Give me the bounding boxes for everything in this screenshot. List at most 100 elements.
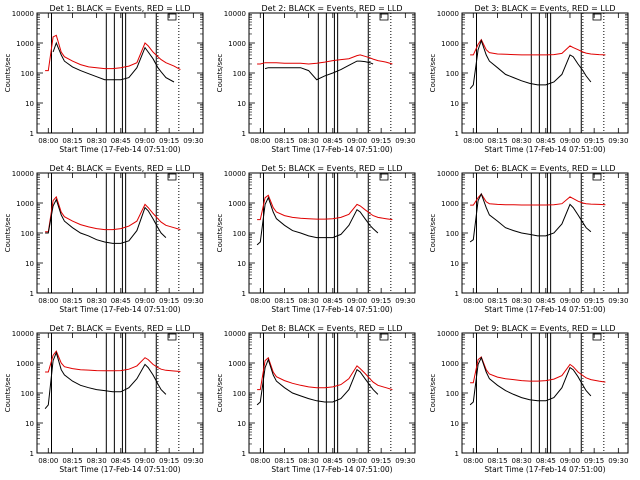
x-tick-label: 08:15	[487, 297, 507, 305]
y-tick-label: 10	[450, 260, 459, 268]
x-tick-label: 08:30	[512, 457, 532, 465]
x-tick-label: 08:15	[62, 457, 82, 465]
plot-frame	[36, 12, 204, 134]
y-tick-label: 10	[237, 420, 246, 428]
x-tick-label: 09:30	[395, 457, 415, 465]
plot-frame	[36, 172, 204, 294]
y-axis-label: Counts/sec	[4, 54, 12, 93]
y-axis-label: Counts/sec	[429, 54, 437, 93]
x-tick-label: 08:30	[299, 297, 319, 305]
y-tick-label: 10000	[224, 10, 246, 18]
x-tick-label: 08:00	[38, 457, 58, 465]
y-tick-label: 1	[30, 450, 34, 458]
x-tick-label: 09:30	[183, 297, 203, 305]
x-axis-label: Start Time (17-Feb-14 07:51:00)	[271, 145, 392, 154]
x-axis-label: Start Time (17-Feb-14 07:51:00)	[59, 305, 180, 314]
x-tick-label: 09:00	[135, 137, 155, 145]
legend-box	[379, 173, 389, 181]
y-tick-label: 10	[450, 100, 459, 108]
x-tick-label: 08:30	[87, 137, 107, 145]
x-tick-label: 09:15	[371, 297, 391, 305]
x-tick-label: 09:00	[135, 297, 155, 305]
series-line-black	[45, 198, 167, 244]
x-tick-label: 09:15	[159, 137, 179, 145]
y-tick-label: 1	[455, 130, 459, 138]
x-tick-label: 08:30	[87, 297, 107, 305]
y-tick-label: 10000	[12, 10, 34, 18]
chart-panel-4: 1 10 100 1000 10000 08:00 08:15 08:30 08:45 09:00…	[4, 164, 204, 314]
chart-panel-2: 1 10 100 1000 10000 08:00 08:15 08:30 08:45 09:00…	[216, 4, 416, 154]
x-tick-label: 08:15	[274, 457, 294, 465]
x-tick-label: 08:45	[323, 137, 343, 145]
y-tick-label: 100	[233, 230, 246, 238]
plot-frame	[461, 332, 629, 454]
legend-box	[592, 173, 602, 181]
y-tick-label: 10000	[12, 330, 34, 338]
x-axis-label: Start Time (17-Feb-14 07:51:00)	[59, 145, 180, 154]
x-tick-label: 08:15	[62, 297, 82, 305]
x-tick-label: 08:45	[323, 457, 343, 465]
x-tick-label: 09:30	[183, 137, 203, 145]
series-line-black	[469, 356, 592, 406]
x-tick-label: 08:45	[536, 297, 556, 305]
legend-box	[592, 333, 602, 341]
x-axis-label: Start Time (17-Feb-14 07:51:00)	[59, 465, 180, 474]
y-tick-label: 1000	[16, 360, 34, 368]
legend-box	[592, 13, 602, 21]
series-line-red	[257, 356, 393, 391]
x-tick-label: 08:45	[111, 457, 131, 465]
y-tick-label: 1000	[228, 200, 246, 208]
y-tick-label: 10	[237, 100, 246, 108]
x-tick-label: 09:30	[608, 297, 628, 305]
y-tick-label: 100	[233, 390, 246, 398]
x-tick-label: 09:15	[584, 457, 604, 465]
series-line-red	[470, 193, 606, 206]
y-tick-label: 10	[25, 420, 34, 428]
x-axis-label: Start Time (17-Feb-14 07:51:00)	[271, 465, 392, 474]
y-tick-label: 10	[25, 260, 34, 268]
x-tick-label: 09:15	[584, 137, 604, 145]
x-tick-label: 09:00	[347, 297, 367, 305]
plot-frame	[36, 332, 204, 454]
x-tick-label: 08:00	[250, 297, 270, 305]
x-tick-label: 09:30	[183, 457, 203, 465]
y-tick-label: 1000	[441, 200, 459, 208]
chart-title: Det 2: BLACK = Events, RED = LLD	[262, 4, 403, 13]
series-line-black	[469, 192, 592, 243]
y-tick-label: 10000	[437, 10, 459, 18]
chart-panel-5: 1 10 100 1000 10000 08:00 08:15 08:30 08:45 09:00…	[216, 164, 416, 314]
y-tick-label: 1	[242, 290, 246, 298]
x-tick-label: 09:00	[135, 457, 155, 465]
y-tick-label: 10000	[437, 330, 459, 338]
x-tick-label: 09:00	[347, 137, 367, 145]
y-tick-label: 1000	[441, 40, 459, 48]
x-tick-label: 08:45	[111, 137, 131, 145]
x-tick-label: 08:00	[463, 297, 483, 305]
chart-title: Det 8: BLACK = Events, RED = LLD	[262, 324, 403, 333]
chart-title: Det 9: BLACK = Events, RED = LLD	[475, 324, 616, 333]
y-tick-label: 10000	[437, 170, 459, 178]
x-axis-label: Start Time (17-Feb-14 07:51:00)	[484, 145, 605, 154]
chart-title: Det 1: BLACK = Events, RED = LLD	[50, 4, 191, 13]
x-tick-label: 08:15	[487, 137, 507, 145]
x-tick-label: 08:15	[62, 137, 82, 145]
x-axis-label: Start Time (17-Feb-14 07:51:00)	[484, 465, 605, 474]
y-axis-label: Counts/sec	[216, 54, 224, 93]
x-tick-label: 09:00	[560, 297, 580, 305]
y-tick-label: 1000	[16, 40, 34, 48]
y-tick-label: 10000	[12, 170, 34, 178]
series-line-black	[469, 39, 592, 90]
y-tick-label: 10	[25, 100, 34, 108]
y-axis-label: Counts/sec	[4, 214, 12, 253]
x-tick-label: 08:45	[323, 297, 343, 305]
x-tick-label: 08:30	[299, 137, 319, 145]
x-tick-label: 09:15	[159, 457, 179, 465]
series-line-red	[257, 194, 393, 221]
chart-title: Det 4: BLACK = Events, RED = LLD	[50, 164, 191, 173]
y-axis-label: Counts/sec	[216, 374, 224, 413]
y-tick-label: 100	[21, 390, 34, 398]
y-tick-label: 1000	[441, 360, 459, 368]
series-line-black	[256, 358, 379, 406]
chart-title: Det 6: BLACK = Events, RED = LLD	[475, 164, 616, 173]
series-line-red	[45, 34, 181, 72]
